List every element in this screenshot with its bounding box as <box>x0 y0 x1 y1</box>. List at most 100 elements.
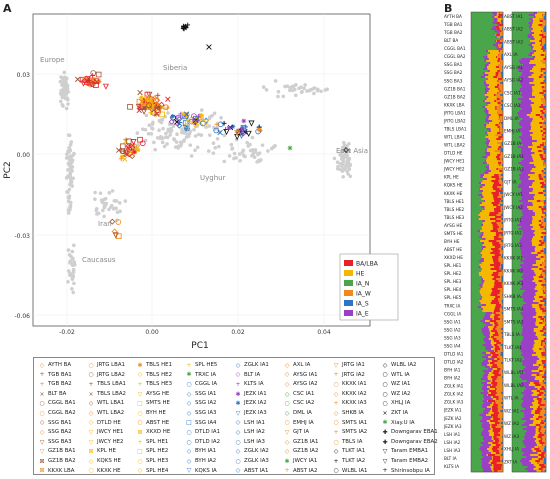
admixture-segment <box>533 232 542 235</box>
admixture-segment <box>534 84 546 87</box>
admixture-segment <box>489 52 491 55</box>
admixture-segment <box>501 284 504 287</box>
admixture-segment <box>538 416 543 419</box>
admixture-segment <box>544 136 547 139</box>
admixture-segment <box>520 190 533 193</box>
admixture-segment <box>501 100 504 103</box>
sample-point <box>90 73 96 78</box>
admixture-segment <box>520 404 534 407</box>
admixture-segment <box>541 360 546 363</box>
admixture-segment <box>543 398 547 401</box>
admixture-segment <box>540 200 545 203</box>
sample-legend-item: + SMTS IA2 <box>332 428 367 438</box>
admixture-segment <box>534 58 544 61</box>
reference-point <box>70 249 75 254</box>
admixture-segment <box>537 290 544 293</box>
sample-legend-item: ▽ GZ1B BA1 <box>38 447 76 457</box>
admixture-segment <box>496 28 497 31</box>
admixture-segment <box>534 180 543 183</box>
pca-plot-frame <box>32 13 371 327</box>
admixture-segment <box>498 442 502 445</box>
admixture-label: SPL HE3 <box>444 279 462 284</box>
reference-point <box>66 168 70 172</box>
admixture-segment <box>489 212 499 215</box>
reference-point <box>222 159 227 164</box>
admixture-segment <box>471 222 483 225</box>
sample-legend-item: ▽ JWCY HE2 <box>87 438 126 448</box>
admixture-segment <box>471 244 483 247</box>
admixture-segment <box>499 70 503 73</box>
admixture-segment <box>531 136 543 139</box>
x-tick-label: -0.02 <box>59 329 75 336</box>
admixture-segment <box>492 184 502 187</box>
admixture-segment <box>499 314 503 317</box>
admixture-segment <box>480 258 485 261</box>
admixture-segment <box>500 228 504 231</box>
admixture-segment <box>500 208 503 211</box>
admixture-segment <box>512 356 524 359</box>
admixture-segment <box>490 420 499 423</box>
admixture-segment <box>522 306 533 309</box>
admixture-segment <box>544 250 547 253</box>
admixture-segment <box>512 294 523 297</box>
admixture-segment <box>496 240 502 243</box>
admixture-segment <box>488 412 494 415</box>
admixture-segment <box>531 402 539 405</box>
admixture-segment <box>496 326 504 329</box>
admixture-segment <box>538 280 543 283</box>
admixture-segment <box>486 108 496 111</box>
admixture-segment <box>512 188 522 191</box>
admixture-segment <box>487 386 491 389</box>
admixture-segment <box>541 264 547 267</box>
sample-legend-column: ▽ JRTG IA1 + JRTG IA2 ○ KKXK IA1 ◇ KKXK IA2 + KKX… <box>332 361 367 476</box>
admixture-segment <box>533 52 547 55</box>
admixture-segment <box>493 326 497 329</box>
admixture-segment <box>492 12 498 15</box>
admixture-segment <box>512 370 521 373</box>
admixture-segment <box>471 458 482 461</box>
admixture-segment <box>542 280 546 283</box>
admixture-segment <box>491 452 496 455</box>
sample-legend-symbol: ◇ <box>39 361 45 369</box>
admixture-segment <box>543 256 547 259</box>
admixture-segment <box>501 256 504 259</box>
admixture-segment <box>527 466 536 469</box>
sample-legend-symbol: ✱ <box>382 419 388 427</box>
admixture-segment <box>500 342 504 345</box>
admixture-segment <box>512 178 520 181</box>
sample-point <box>170 114 176 121</box>
sample-point <box>195 117 201 123</box>
admixture-segment <box>528 54 533 57</box>
reference-point <box>288 88 292 93</box>
admixture-segment <box>512 160 522 163</box>
admixture-segment <box>497 332 502 335</box>
sample-legend-item: ◇ LSH IA1 <box>234 419 269 429</box>
admixture-segment <box>471 256 481 259</box>
admixture-segment <box>543 200 547 203</box>
admixture-segment <box>497 298 504 301</box>
admixture-segment <box>487 400 489 403</box>
admixture-segment <box>512 214 524 217</box>
sample-legend-symbol: ◇ <box>235 448 241 456</box>
admixture-segment <box>500 328 504 331</box>
admixture-segment <box>471 140 487 143</box>
admixture-segment <box>494 350 498 353</box>
admixture-label: CSC IA2 <box>504 103 521 108</box>
admixture-segment <box>491 356 498 359</box>
admixture-segment <box>543 426 547 429</box>
reference-point <box>292 87 297 92</box>
admixture-segment <box>519 268 532 271</box>
admixture-segment <box>538 468 543 471</box>
admixture-segment <box>522 256 537 259</box>
admixture-segment <box>542 322 547 325</box>
admixture-segment <box>512 308 522 311</box>
admixture-segment <box>512 372 526 375</box>
admixture-segment <box>512 278 524 281</box>
sample-legend-item: × BLT BA <box>38 390 76 400</box>
admixture-segment <box>541 398 545 401</box>
admixture-segment <box>493 436 497 439</box>
admixture-segment <box>471 102 487 105</box>
admixture-segment <box>499 30 502 33</box>
admixture-segment <box>471 346 486 349</box>
sample-legend-symbol: ○ <box>333 438 339 446</box>
